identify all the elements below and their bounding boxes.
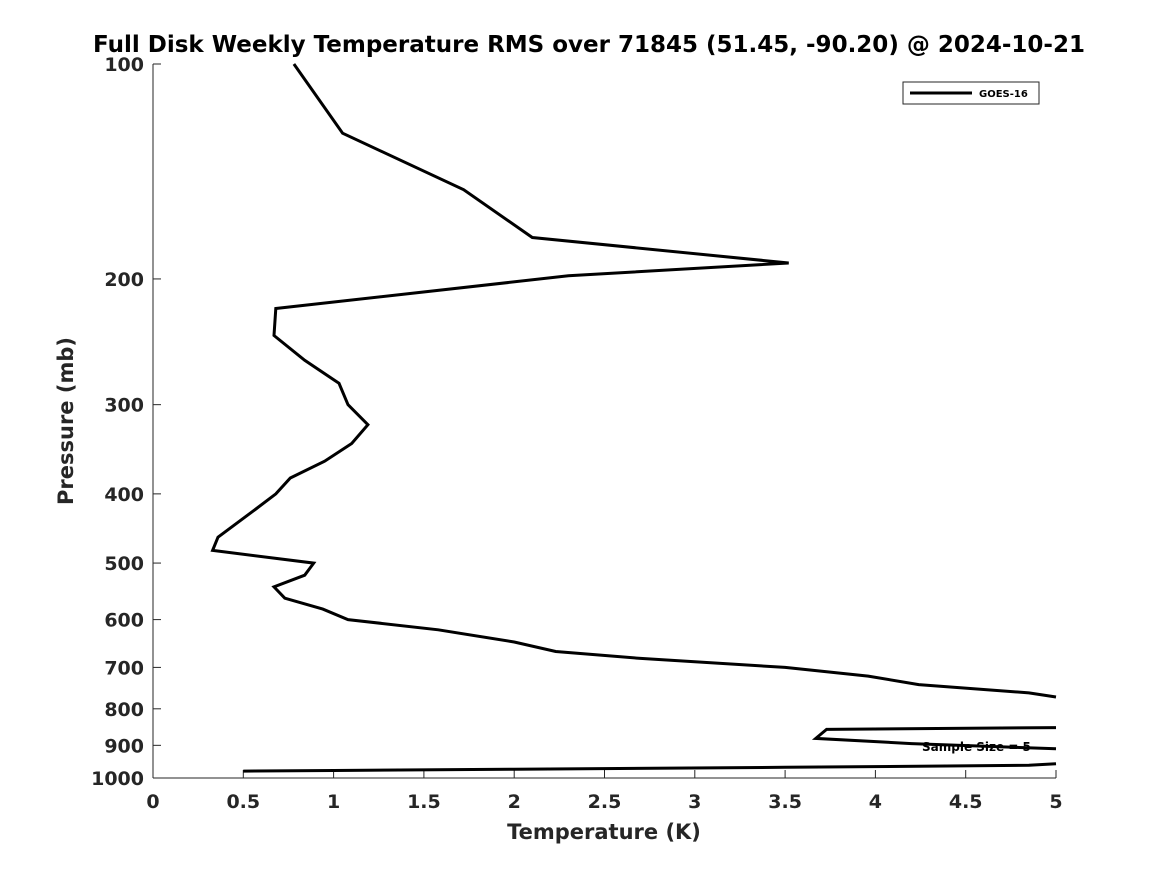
series-layer [210,63,1057,773]
x-ticks: 0 0.5 1 1.5 2 2.5 3 3.5 4 4.5 5 [146,770,1063,813]
y-tick-label: 1000 [91,768,144,790]
y-axis-label: Pressure (mb) [54,337,78,505]
x-tick-label: 2.5 [588,791,622,813]
x-tick-label: 3.5 [768,791,802,813]
x-tick-label: 1.5 [407,791,441,813]
y-ticks: 100 200 300 400 500 600 700 800 900 1000 [91,54,161,790]
chart-title: Full Disk Weekly Temperature RMS over 71… [93,32,1085,58]
y-tick-label: 500 [104,553,144,575]
x-tick-label: 5 [1049,791,1062,813]
legend: GOES-16 [902,81,1040,105]
plot-area: 0 0.5 1 1.5 2 2.5 3 3.5 4 4.5 5 100 200 300 400 500 600… [91,54,1063,813]
x-tick-label: 0 [146,791,159,813]
series-segment-goes-16 [243,762,1057,773]
x-tick-label: 4 [869,791,882,813]
y-tick-label: 200 [104,269,144,291]
sample-size-annotation: Sample Size = 5 [922,740,1031,754]
x-tick-label: 3 [688,791,701,813]
x-tick-label: 0.5 [226,791,260,813]
y-tick-label: 600 [104,610,144,632]
series-line-goes-16 [210,63,1057,699]
y-tick-label: 800 [104,699,144,721]
y-tick-label: 100 [104,54,144,76]
x-tick-label: 2 [508,791,521,813]
legend-label-goes-16: GOES-16 [979,89,1028,100]
y-tick-label: 700 [104,657,144,679]
y-tick-label: 900 [104,735,144,757]
x-axis-label: Temperature (K) [507,820,701,844]
y-tick-label: 300 [104,395,144,417]
series-segment-goes-16 [811,726,1057,751]
x-tick-label: 4.5 [949,791,983,813]
y-tick-label: 400 [104,484,144,506]
x-tick-label: 1 [327,791,340,813]
